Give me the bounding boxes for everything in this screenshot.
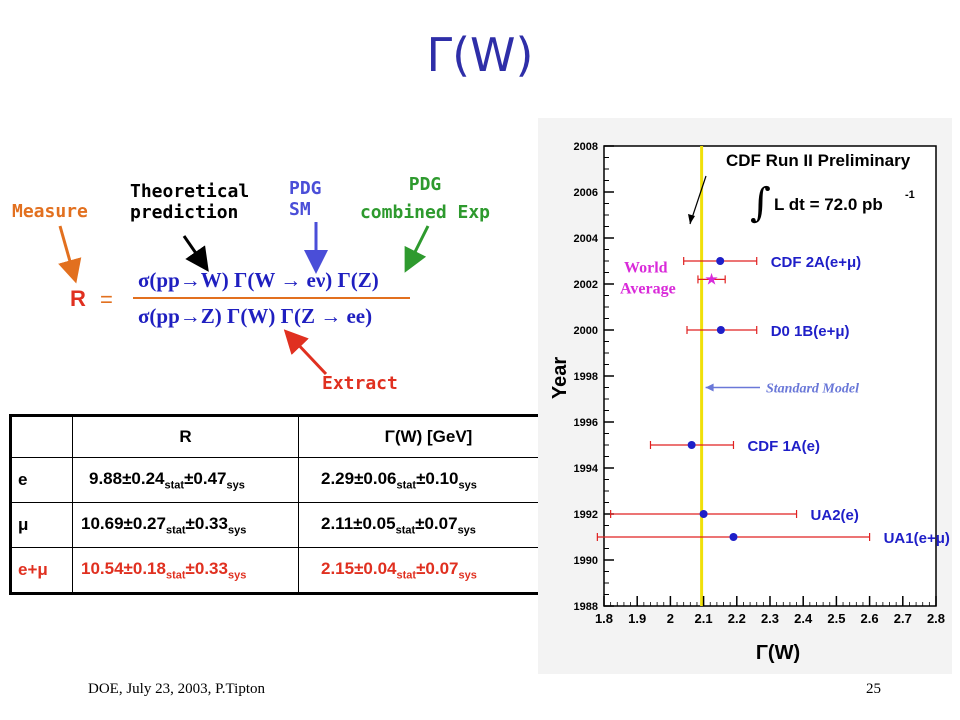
- standard-model-label: Standard Model: [766, 382, 859, 397]
- width-value-cell: 2.15±0.04stat±0.07sys: [298, 547, 560, 594]
- pdg-combined-line1: PDG: [408, 174, 442, 195]
- data-point: [729, 533, 738, 541]
- table-row: e 9.88±0.24stat±0.47sys 2.29±0.06stat±0.10…: [10, 457, 560, 503]
- formula-equals: =: [100, 287, 113, 312]
- r-value-cell: 10.69±0.27stat±0.33sys: [72, 502, 299, 548]
- x-tick-label: 2.5: [827, 611, 845, 626]
- data-point: [716, 257, 725, 265]
- theoretical-line2: prediction: [130, 202, 239, 223]
- point-label: CDF 2A(e+μ): [771, 254, 861, 271]
- y-tick-label: 1998: [574, 371, 598, 383]
- pdg-combined-label: PDG combined Exp: [356, 174, 494, 223]
- width-chart: 1988 1990 1992 1994 1996 1998 2000 2002 2004 2006…: [538, 118, 952, 674]
- slide-title: Γ(W): [426, 28, 534, 82]
- point-label: UA1(e+μ): [884, 530, 950, 547]
- measure-arrow: [58, 225, 82, 284]
- luminosity-label: L dt = 72.0 pb: [774, 195, 883, 214]
- formula-denominator: σ(pp→Z) Γ(W) Γ(Z → ee): [138, 304, 373, 328]
- data-point: [716, 326, 725, 334]
- y-tick-label: 1996: [574, 417, 598, 429]
- x-tick-label: 1.9: [628, 611, 646, 626]
- world-average-label-2: Average: [620, 280, 676, 297]
- theoretical-line1: Theoretical: [130, 181, 250, 202]
- y-tick-label: 1992: [574, 509, 598, 521]
- y-tick-label: 1988: [574, 601, 598, 613]
- pdg-sm-label: PDG SM: [289, 178, 322, 220]
- table-header-cell: [10, 415, 73, 458]
- pdg-combined-arrow: [404, 225, 430, 273]
- r-value-cell: 9.88±0.24stat±0.47sys: [72, 457, 299, 503]
- formula-numerator: σ(pp→W) Γ(W → eν) Γ(Z): [138, 268, 379, 292]
- table-header-row: R Γ(W) [GeV]: [10, 415, 560, 458]
- table-body: e 9.88±0.24stat±0.47sys 2.29±0.06stat±0.10…: [10, 457, 560, 594]
- x-tick-label: 2: [667, 611, 674, 626]
- pdg-sm-line2: SM: [289, 199, 311, 220]
- table-header-cell: Γ(W) [GeV]: [298, 415, 560, 458]
- data-point: [699, 510, 708, 518]
- channel-cell: μ: [10, 502, 73, 548]
- results-table: R Γ(W) [GeV] e 9.88±0.24stat±0.47sys 2.29±…: [9, 414, 561, 595]
- y-tick-label: 2002: [574, 279, 598, 291]
- x-tick-label: 2.2: [728, 611, 746, 626]
- point-label: D0 1B(e+μ): [771, 323, 850, 340]
- channel-cell: e+μ: [10, 547, 73, 594]
- annotation-arrows: [58, 222, 430, 376]
- y-tick-label: 2006: [574, 187, 598, 199]
- table-header-cell: R: [72, 415, 299, 458]
- formula-r: R: [70, 286, 86, 311]
- x-tick-label: 2.4: [794, 611, 813, 626]
- width-value-cell: 2.11±0.05stat±0.07sys: [298, 502, 560, 548]
- y-tick-label: 2004: [574, 233, 599, 245]
- luminosity-exponent: -1: [905, 189, 915, 201]
- chart-title: CDF Run II Preliminary: [726, 151, 911, 170]
- point-label: CDF 1A(e): [747, 438, 820, 455]
- table-row: μ 10.69±0.27stat±0.33sys 2.11±0.05stat±0.0…: [10, 502, 560, 548]
- y-tick-label: 2000: [574, 325, 598, 337]
- table-row: e+μ 10.54±0.18stat±0.33sys 2.15±0.04stat±0…: [10, 547, 560, 594]
- x-tick-label: 1.8: [595, 611, 613, 626]
- r-value-cell: 10.54±0.18stat±0.33sys: [72, 547, 299, 594]
- page-number: 25: [866, 681, 881, 697]
- y-tick-label: 1990: [574, 555, 598, 567]
- channel-cell: e: [10, 457, 73, 503]
- extract-arrow: [283, 329, 328, 376]
- x-tick-label: 2.3: [761, 611, 779, 626]
- x-tick-label: 2.1: [695, 611, 713, 626]
- theory-arrow: [182, 235, 209, 272]
- world-average-marker: ★: [704, 271, 718, 288]
- y-tick-label: 1994: [574, 463, 599, 475]
- x-tick-label: 2.7: [894, 611, 912, 626]
- world-average-label-1: World: [624, 259, 668, 276]
- point-label: UA2(e): [811, 507, 859, 524]
- y-axis-label: Year: [549, 357, 571, 399]
- width-value-cell: 2.29±0.06stat±0.10sys: [298, 457, 560, 503]
- measure-label: Measure: [12, 201, 88, 222]
- standard-model-arrowhead: [705, 383, 714, 392]
- x-axis-label: Γ(W): [756, 642, 800, 664]
- theoretical-label: Theoretical prediction: [130, 181, 249, 223]
- integral-sign: ∫: [750, 180, 771, 226]
- data-point: [687, 441, 696, 449]
- pdg-sm-line1: PDG: [289, 178, 322, 199]
- x-tick-label: 2.6: [861, 611, 879, 626]
- pointer-arrowhead: [688, 214, 695, 224]
- x-tick-label: 2.8: [927, 611, 945, 626]
- pdg-combined-line2: combined Exp: [359, 202, 491, 223]
- extract-label: Extract: [322, 373, 398, 394]
- footer-text: DOE, July 23, 2003, P.Tipton: [88, 681, 265, 697]
- y-tick-label: 2008: [574, 141, 598, 153]
